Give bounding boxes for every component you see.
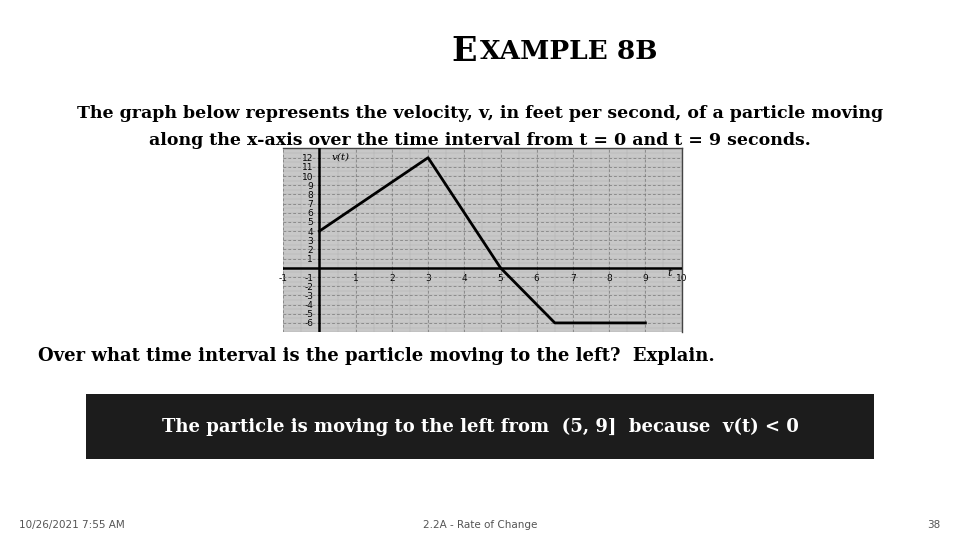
Text: v(t): v(t) (332, 152, 350, 161)
Text: 38: 38 (927, 520, 941, 530)
Text: Over what time interval is the particle moving to the left?  Explain.: Over what time interval is the particle … (38, 347, 715, 366)
Text: XAMPLE 8B: XAMPLE 8B (480, 39, 658, 64)
Text: 10/26/2021 7:55 AM: 10/26/2021 7:55 AM (19, 520, 125, 530)
Text: The graph below represents the velocity, v, in feet per second, of a particle mo: The graph below represents the velocity,… (77, 105, 883, 122)
Text: The particle is moving to the left from  (5, 9]  because  v(t) < 0: The particle is moving to the left from … (161, 417, 799, 436)
Text: E: E (451, 35, 477, 68)
Text: t: t (667, 268, 672, 278)
FancyBboxPatch shape (86, 394, 874, 459)
Text: along the x-axis over the time interval from t = 0 and t = 9 seconds.: along the x-axis over the time interval … (149, 132, 811, 149)
Text: 2.2A - Rate of Change: 2.2A - Rate of Change (422, 520, 538, 530)
